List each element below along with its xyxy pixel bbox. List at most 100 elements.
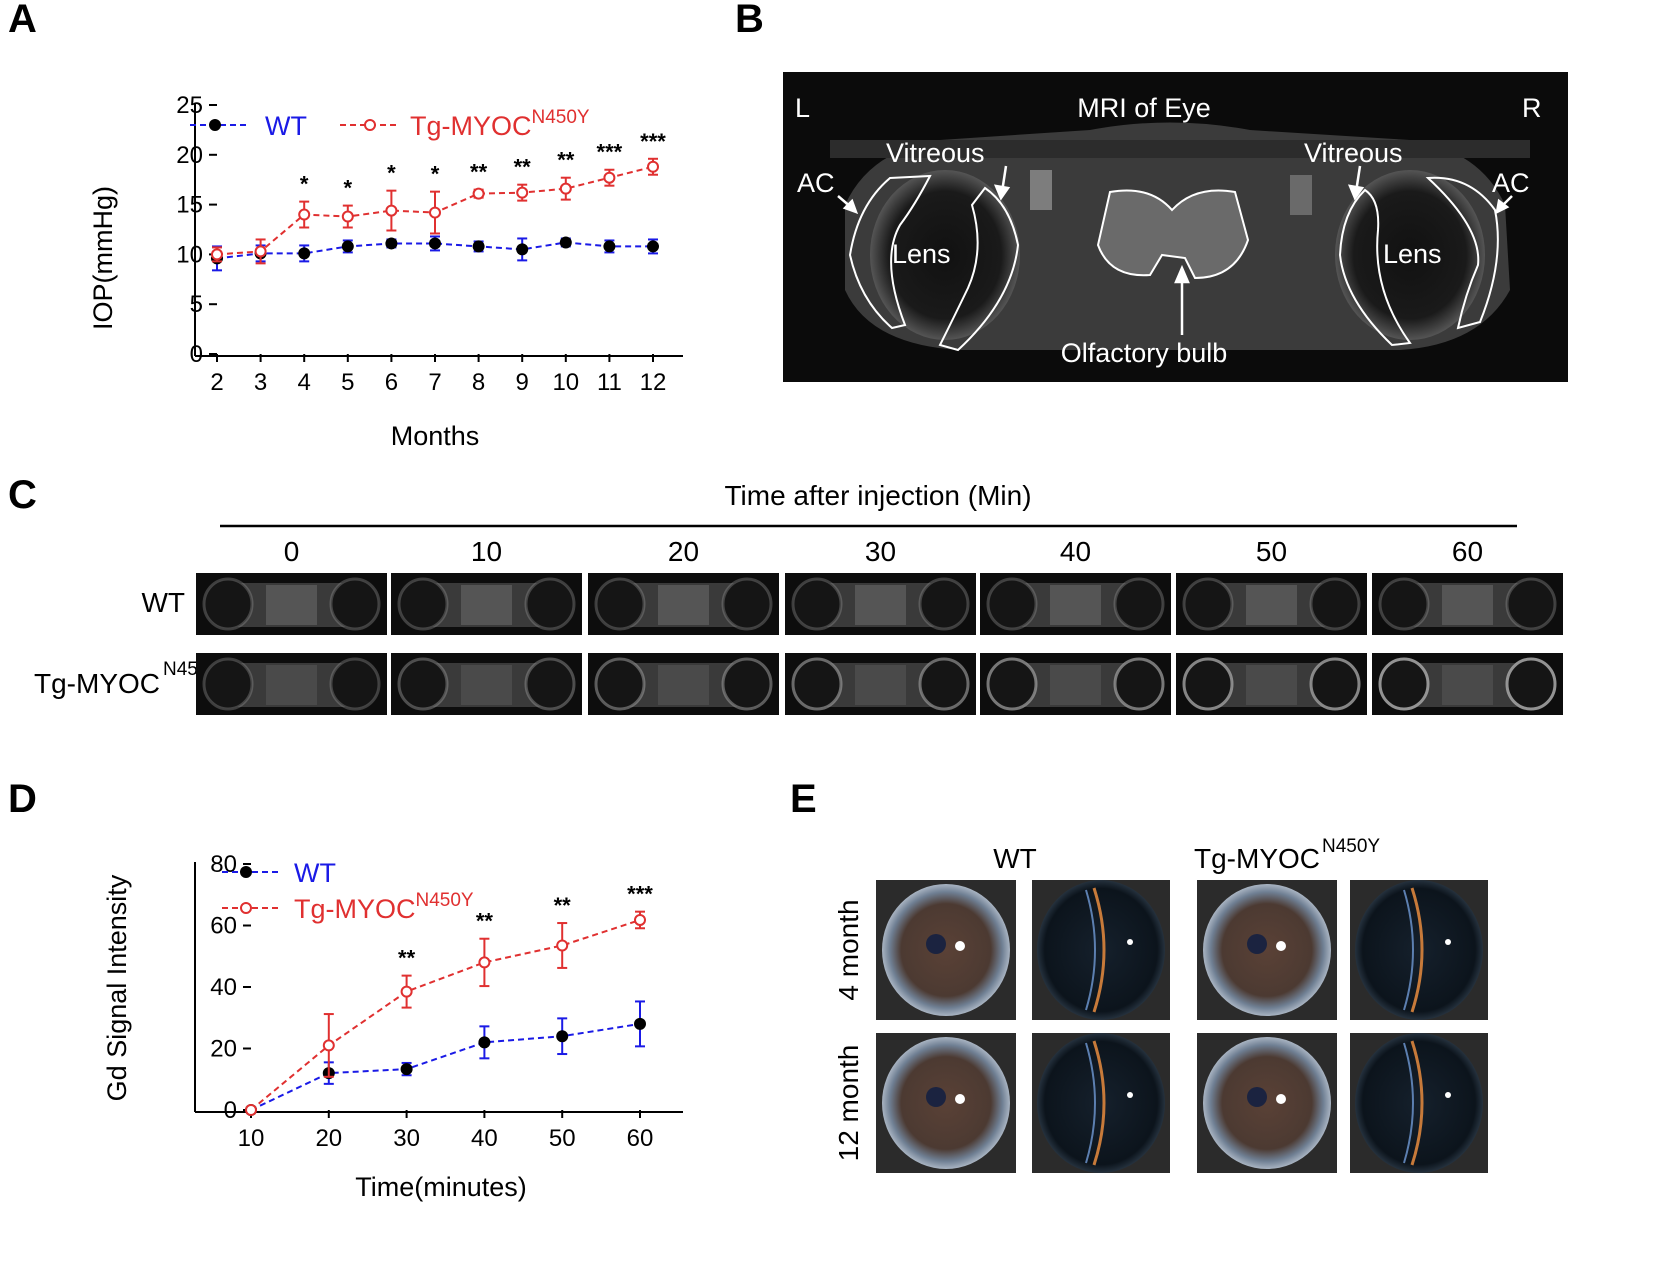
- data-point-tg: [603, 171, 616, 184]
- panel-e-col-label-tg-superscript: N450Y: [1322, 836, 1380, 857]
- eye-slit-view: [1037, 880, 1165, 1020]
- thumb-left-eye: [397, 657, 449, 711]
- thumb-right-eye: [1505, 657, 1557, 711]
- thumb-left-eye: [202, 577, 254, 631]
- eye-photo-side: [1350, 880, 1488, 1020]
- panel-letter-d: D: [8, 777, 37, 821]
- series-line-wt: [216, 241, 653, 260]
- y-tick-label: 20: [210, 1036, 237, 1063]
- mri-thumbnail-tg: [1176, 653, 1367, 715]
- panel-c-row-label-wt: WT: [141, 587, 185, 618]
- data-point-tg: [322, 1039, 335, 1052]
- time-label: 30: [865, 536, 896, 567]
- lens-left-label: Lens: [892, 239, 951, 269]
- x-tick-label: 50: [549, 1125, 576, 1152]
- legend-tg-marker: [364, 119, 376, 131]
- chart-a-y-label: IOP(mmHg): [88, 186, 118, 330]
- panel-b-mri: L R MRI of Eye Vitreous Vitreous AC AC L…: [783, 72, 1568, 382]
- mri-left-marker: L: [795, 93, 810, 123]
- panel-letter-a: A: [8, 0, 37, 41]
- data-point-wt: [559, 236, 572, 249]
- thumb-brain: [1246, 585, 1297, 625]
- data-point-wt: [603, 240, 616, 253]
- mri-thumbnail-tg: [980, 653, 1171, 715]
- thumb-right-eye: [1113, 657, 1165, 711]
- cornea-edge: [1403, 889, 1414, 1011]
- y-tick-label: 40: [210, 974, 237, 1001]
- data-point-wt: [556, 1030, 569, 1043]
- x-tick-label: 4: [298, 369, 311, 396]
- vitreous-right-label: Vitreous: [1304, 138, 1403, 168]
- light-reflex: [1127, 1092, 1133, 1098]
- significance-star: **: [514, 155, 532, 180]
- significance-star: **: [476, 909, 494, 934]
- ac-right-outline: [1425, 176, 1499, 330]
- series-line-wt: [250, 1022, 641, 1111]
- thumb-left-eye: [986, 657, 1038, 711]
- panel-letter-e: E: [790, 777, 817, 821]
- significance-star: ***: [640, 129, 666, 154]
- data-point-wt: [385, 237, 398, 250]
- eye-photo-side: [1350, 1033, 1488, 1173]
- x-tick-label: 2: [210, 369, 223, 396]
- chart-a-y-ticks: 0 5 10 15 20 25: [176, 92, 217, 368]
- data-point-tg: [245, 1104, 257, 1116]
- y-tick-label: 0: [224, 1097, 237, 1124]
- x-tick-label: 30: [393, 1125, 420, 1152]
- iris: [882, 1037, 1010, 1169]
- panel-letter-c: C: [8, 473, 37, 517]
- thumb-brain: [461, 665, 512, 705]
- light-reflex: [1445, 939, 1451, 945]
- data-point-tg: [647, 160, 659, 173]
- thumb-left-eye: [1378, 577, 1430, 631]
- data-point-tg: [556, 939, 569, 952]
- light-reflex: [955, 941, 965, 951]
- thumb-right-eye: [918, 577, 970, 631]
- data-point-tg: [211, 248, 223, 261]
- mri-right-marker: R: [1522, 93, 1542, 123]
- light-reflex: [1445, 1092, 1451, 1098]
- data-point-tg: [559, 182, 572, 195]
- thumb-right-eye: [524, 577, 576, 631]
- eye-photo-front: [876, 1033, 1016, 1173]
- ac-right-label: AC: [1492, 168, 1530, 198]
- eye-slit-view: [1037, 1033, 1165, 1173]
- thumb-right-eye: [1505, 577, 1557, 631]
- chart-a-series: [211, 157, 659, 272]
- chart-a-significance: * ** * ** ** ** *** ***: [300, 129, 666, 201]
- thumb-left-eye: [986, 577, 1038, 631]
- thumb-right-eye: [1309, 657, 1361, 711]
- thumb-right-eye: [329, 657, 381, 711]
- data-point-tg: [634, 913, 646, 926]
- legend-wt-marker: [209, 119, 221, 131]
- mri-thumbnail-tg: [391, 653, 582, 715]
- chart-d-axes: [194, 862, 683, 1113]
- y-tick-label: 10: [176, 241, 203, 268]
- significance-star: *: [344, 176, 353, 201]
- time-label: 0: [284, 536, 300, 567]
- y-tick-label: 5: [190, 291, 203, 318]
- panel-c-header: Time after injection (Min): [724, 480, 1031, 511]
- eye-photo-side: [1032, 1033, 1170, 1173]
- slit-lamp-beam: [1410, 1040, 1424, 1166]
- thumb-brain: [266, 665, 317, 705]
- thumb-brain: [1442, 665, 1493, 705]
- thumb-brain: [855, 665, 906, 705]
- thumb-brain: [1050, 665, 1101, 705]
- light-reflex: [955, 1094, 965, 1104]
- vitreous-left-label: Vitreous: [886, 138, 985, 168]
- data-point-tg: [298, 208, 311, 221]
- vitreous-left-outline: [938, 186, 1020, 352]
- legend-d-tg-marker: [240, 902, 252, 914]
- chart-a-x-label: Months: [391, 421, 480, 451]
- data-point-tg: [478, 956, 491, 969]
- thumb-left-eye: [202, 657, 254, 711]
- lens-right-label: Lens: [1383, 239, 1442, 269]
- panel-c-row-label-tg: Tg-MYOC: [34, 668, 160, 699]
- mri-skin-band: [830, 140, 1530, 158]
- thumb-brain: [266, 585, 317, 625]
- eye-photo-side: [1032, 880, 1170, 1020]
- thumb-left-eye: [594, 657, 646, 711]
- eye-photo-front: [1197, 1033, 1337, 1173]
